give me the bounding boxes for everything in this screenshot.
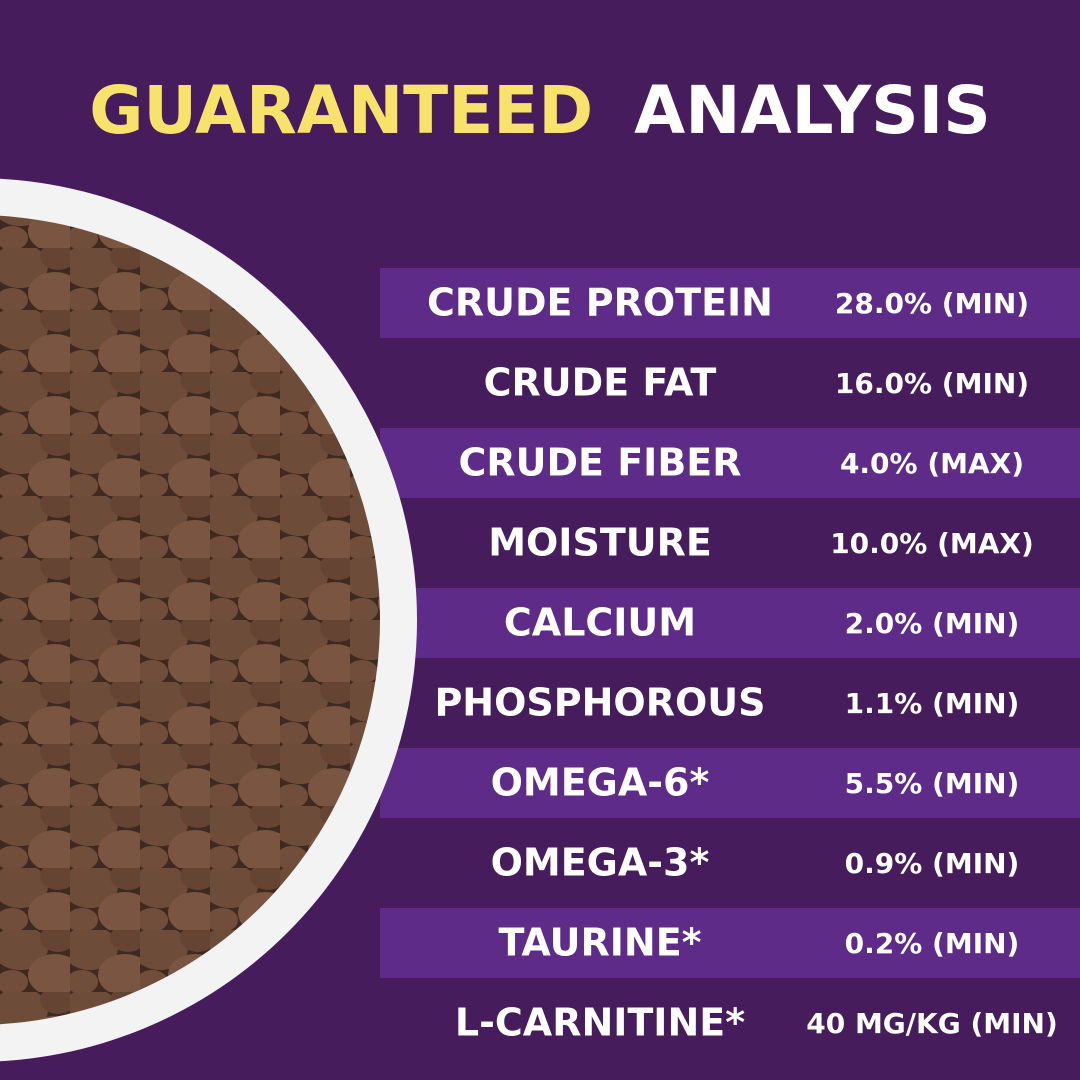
nutrient-name: CRUDE PROTEIN [427, 281, 773, 325]
row-band [380, 428, 1080, 498]
nutrient-value: 2.0% (MIN) [845, 607, 1020, 640]
nutrient-value: 0.9% (MIN) [845, 847, 1020, 880]
title-highlight: GUARANTEED [89, 72, 593, 149]
row-bands [380, 268, 1080, 978]
row-band [380, 908, 1080, 978]
nutrient-value: 0.2% (MIN) [845, 927, 1020, 960]
nutrient-name: TAURINE* [498, 921, 701, 965]
nutrient-name: OMEGA-6* [491, 761, 710, 805]
title-rest: ANALYSIS [634, 72, 991, 149]
nutrient-value: 16.0% (MIN) [835, 367, 1029, 400]
nutrient-name: PHOSPHOROUS [434, 681, 765, 725]
nutrient-value: 5.5% (MIN) [845, 767, 1020, 800]
analysis-table: CRUDE PROTEIN 28.0% (MIN) CRUDE FAT 16.0% (… [427, 281, 1058, 1045]
nutrient-value: 40 MG/KG (MIN) [806, 1007, 1058, 1040]
nutrient-name: CRUDE FIBER [458, 441, 741, 485]
nutrient-name: CALCIUM [504, 601, 696, 645]
nutrient-value: 28.0% (MIN) [835, 287, 1029, 320]
row-band [380, 588, 1080, 658]
nutrient-value: 4.0% (MAX) [840, 447, 1024, 480]
nutrient-name: L-CARNITINE* [455, 1001, 745, 1045]
nutrient-name: CRUDE FAT [484, 361, 717, 405]
title: GUARANTEED ANALYSIS [89, 72, 991, 149]
nutrient-name: MOISTURE [488, 521, 712, 565]
row-band [380, 748, 1080, 818]
row-band [380, 268, 1080, 338]
kibble [0, 215, 380, 1025]
nutrient-value: 10.0% (MAX) [830, 527, 1034, 560]
nutrient-value: 1.1% (MIN) [845, 687, 1020, 720]
nutrient-name: OMEGA-3* [491, 841, 710, 885]
